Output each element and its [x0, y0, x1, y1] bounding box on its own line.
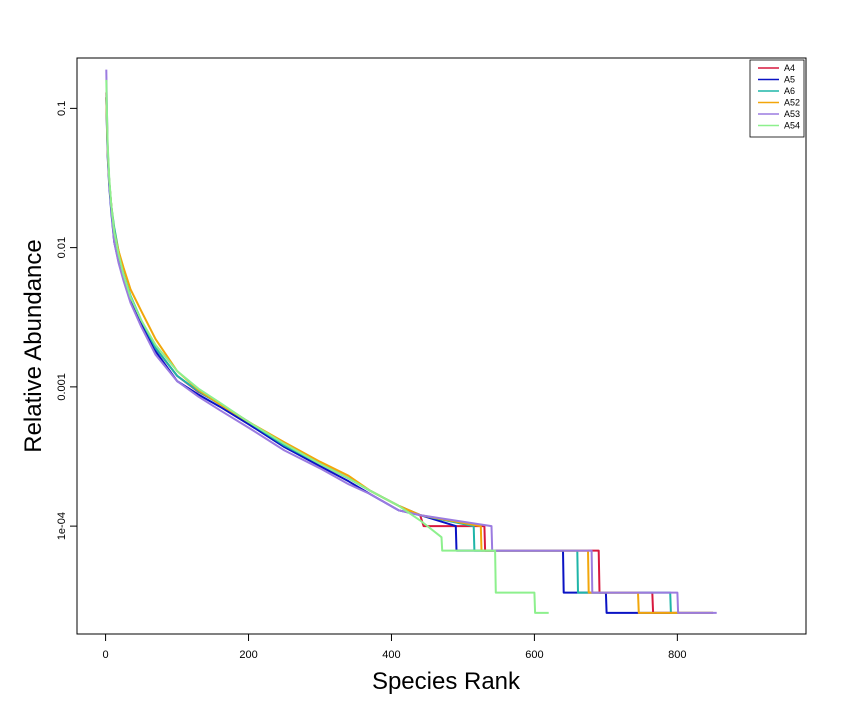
series-line-a6: [105, 97, 714, 614]
x-tick-label: 800: [668, 649, 686, 661]
series-line-a5: [105, 97, 671, 614]
legend-label-a52: A52: [784, 98, 800, 108]
x-tick-label: 200: [239, 649, 257, 661]
legend-label-a54: A54: [784, 121, 800, 131]
series-line-a53: [105, 69, 717, 614]
x-tick-label: 400: [382, 649, 400, 661]
series-line-a4: [105, 92, 714, 614]
legend-label-a4: A4: [784, 63, 795, 73]
x-axis: 0 200 400 600 800: [103, 633, 687, 661]
legend-label-a53: A53: [784, 109, 800, 119]
x-axis-title: Species Rank: [372, 668, 521, 695]
legend-label-a5: A5: [784, 75, 795, 85]
series-layer: [105, 69, 717, 614]
series-line-a54: [105, 79, 549, 614]
series-line-a52: [105, 97, 714, 614]
y-tick-label: 0.01: [56, 237, 68, 258]
x-tick-label: 600: [525, 649, 543, 661]
y-tick-label: 0.1: [56, 101, 68, 116]
x-tick-label: 0: [103, 649, 109, 661]
y-tick-label: 1e-04: [56, 512, 68, 540]
y-axis-title: Relative Abundance: [20, 239, 47, 453]
legend-label-a6: A6: [784, 86, 795, 96]
y-axis: 0.1 0.01 0.001 1e-04: [56, 101, 78, 540]
y-tick-label: 0.001: [56, 373, 68, 401]
legend-box: [749, 59, 805, 138]
